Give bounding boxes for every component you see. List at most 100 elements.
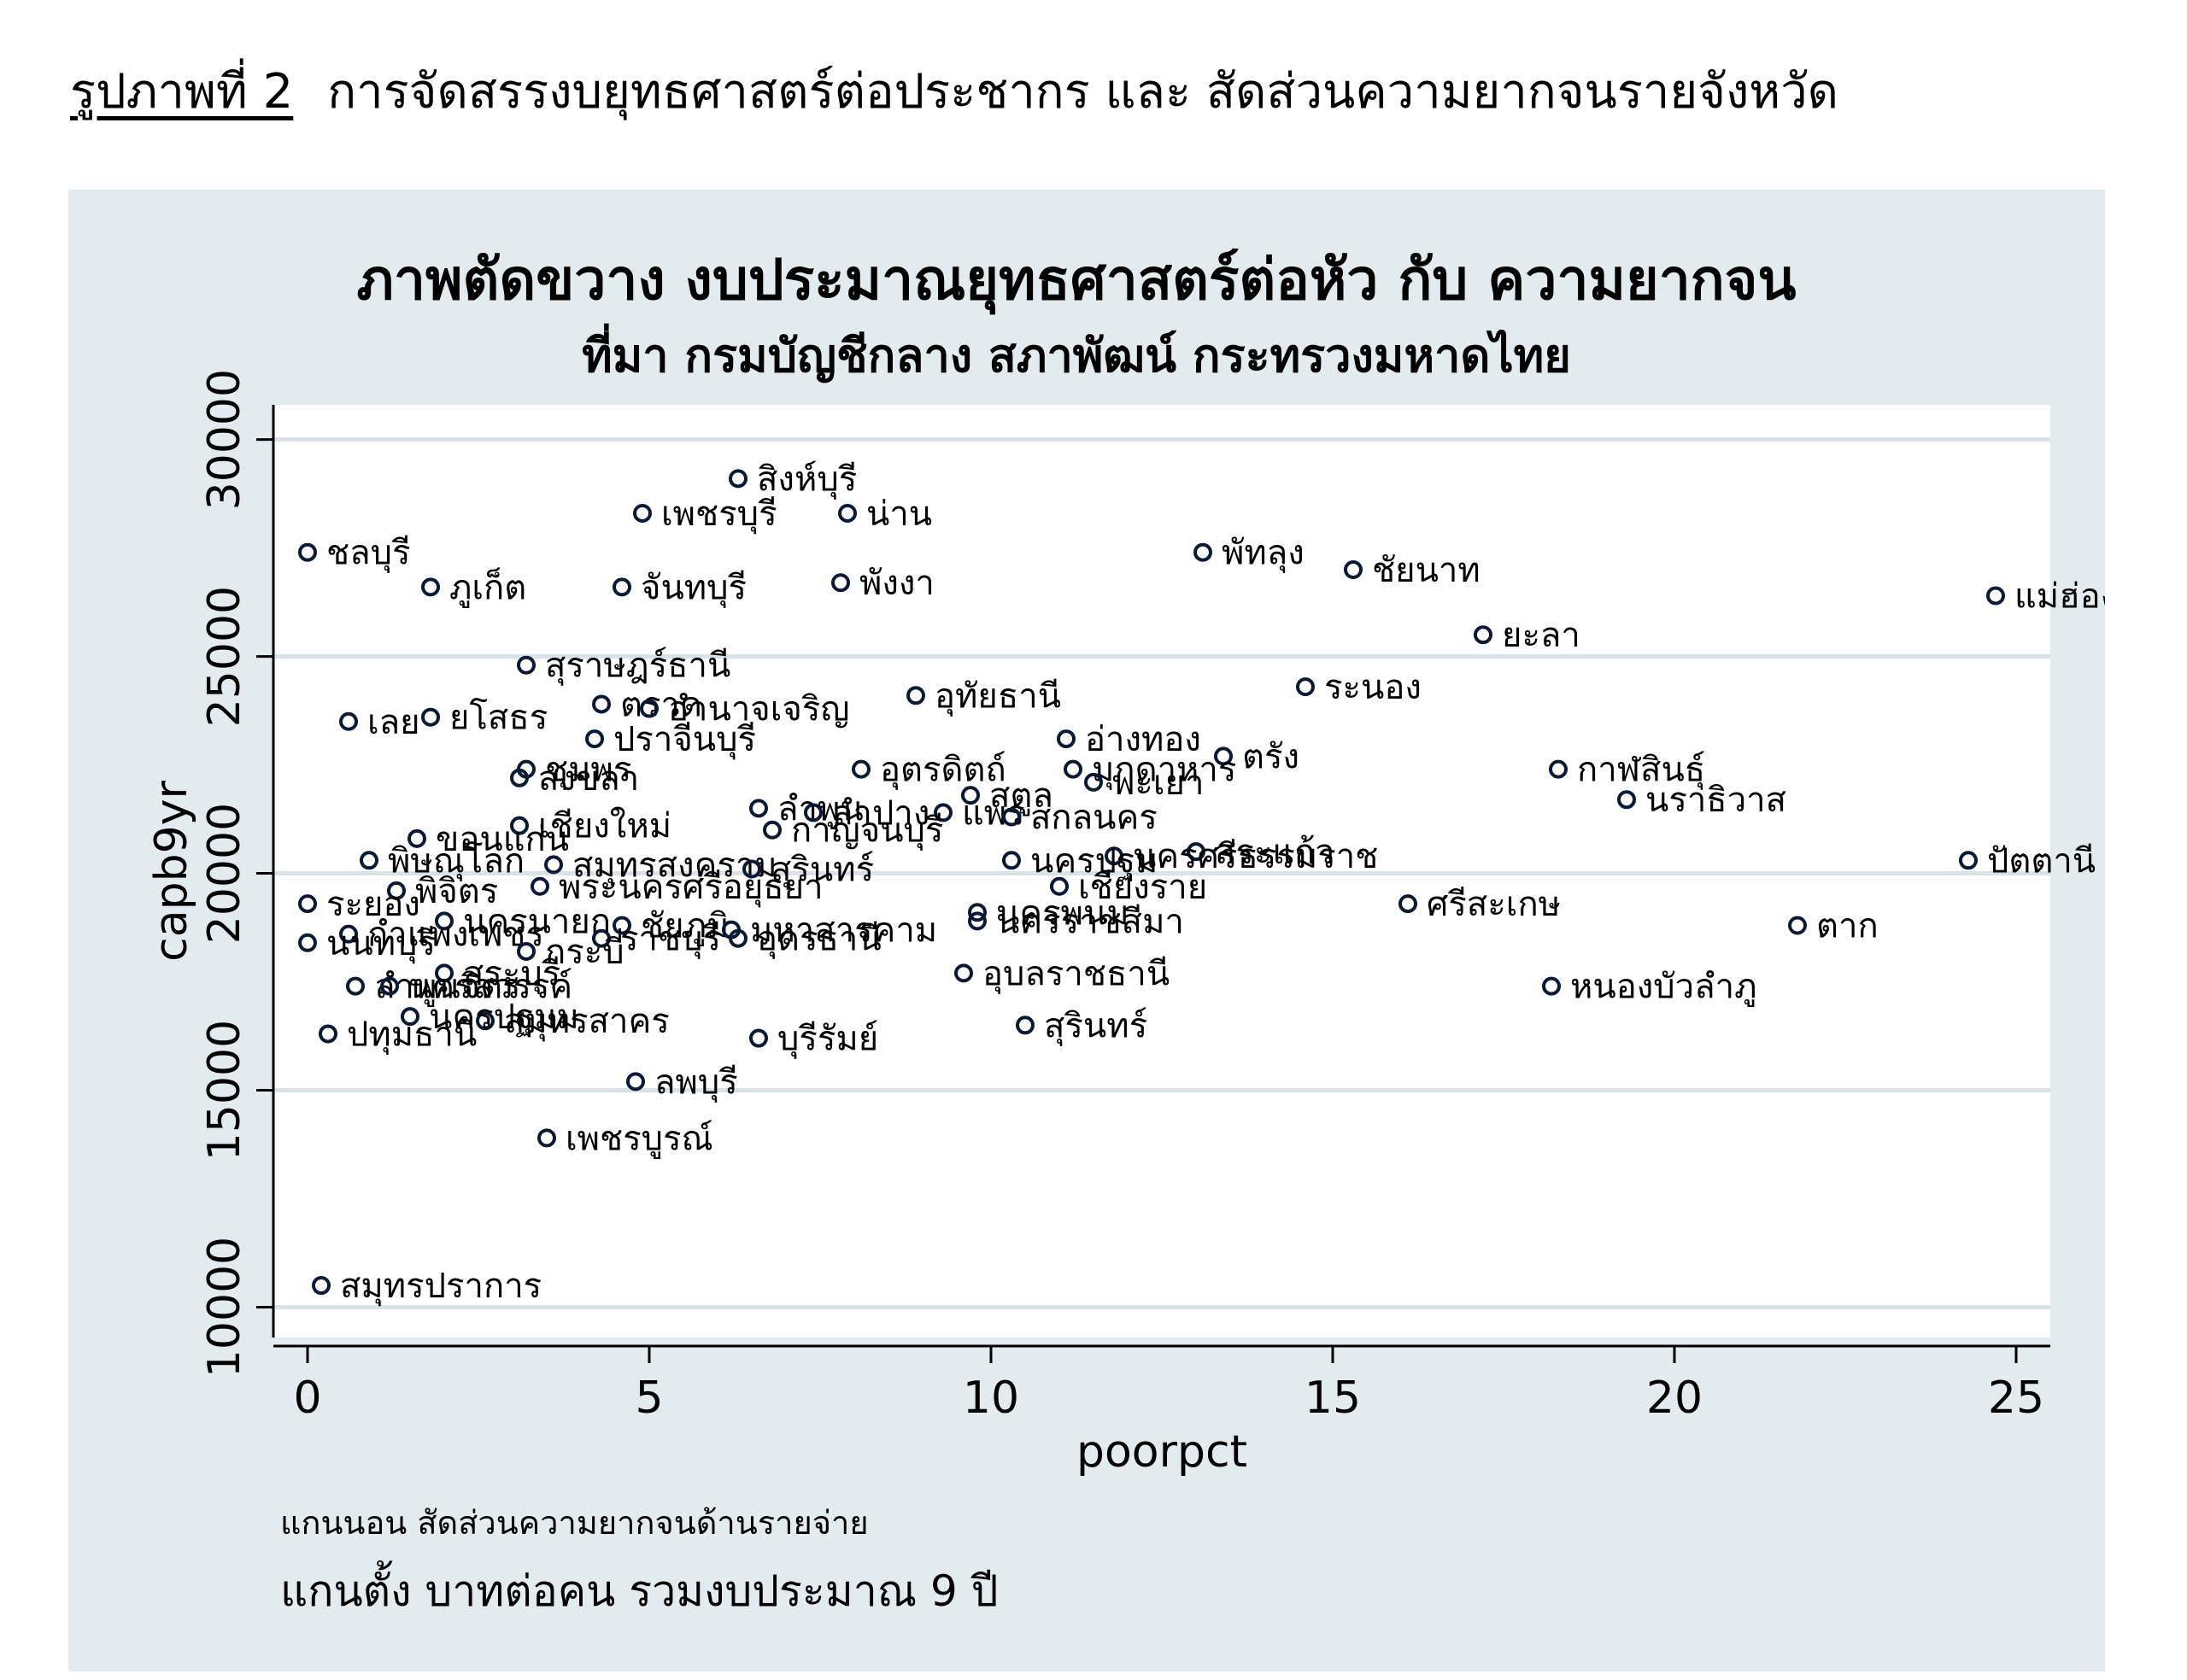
scatter-point — [1002, 807, 1021, 827]
point-label: หนองบัวลำภู — [1570, 968, 1756, 1007]
scatter-point — [298, 542, 317, 562]
scatter-point — [1214, 746, 1233, 766]
scatter-point — [1105, 846, 1123, 866]
scatter-point — [407, 828, 426, 848]
scatter-point — [961, 786, 980, 805]
point-label: ยโสธร — [449, 699, 548, 738]
point-label: มุกดาหาร — [1092, 751, 1236, 791]
scatter-point — [838, 503, 857, 523]
point-label: ตราด — [620, 685, 702, 724]
scatter-point — [544, 855, 563, 875]
scatter-point — [346, 976, 365, 996]
scatter-point — [749, 1028, 768, 1048]
point-label: สิงห์บุรี — [757, 460, 857, 500]
scatter-point — [831, 573, 850, 593]
scatter-point — [585, 729, 604, 749]
scatter-point — [1050, 876, 1069, 896]
point-label: อุดรธานี — [757, 920, 882, 960]
scatter-point — [968, 911, 987, 931]
y-axis-note: แกนตั้ง บาทต่อคน รวมงบประมาณ 9 ปี — [280, 1566, 999, 1616]
point-label: นราธิวาส — [1645, 781, 1786, 820]
grid-lines — [273, 437, 2050, 1309]
scatter-point — [1986, 586, 2005, 606]
point-label: ปัตตานี — [1987, 841, 2096, 881]
scatter-point — [476, 1011, 495, 1031]
scatter-point — [421, 577, 440, 597]
scatter-point — [339, 711, 358, 731]
point-label: นครปฐมม — [429, 998, 579, 1038]
x-tick-label: 20 — [1646, 1373, 1703, 1424]
scatter-point — [613, 916, 631, 935]
scatter-point — [510, 816, 529, 835]
scatter-point — [592, 694, 611, 714]
point-label: ระยอง — [326, 885, 420, 924]
y-tick-label: 20000 — [199, 803, 250, 944]
scatter-point — [298, 894, 317, 914]
scatter-point — [319, 1024, 337, 1044]
point-label: นครปฐม — [1030, 841, 1158, 881]
scatter-point — [531, 876, 549, 896]
scatter-point — [1016, 1016, 1035, 1035]
point-label: กาฬสินธุ์ — [1577, 751, 1705, 791]
point-label: สุราษฎร์ธานี — [545, 647, 730, 687]
scatter-point — [1057, 729, 1076, 749]
point-label: กาญจนบุรี — [791, 811, 943, 852]
plot-area — [273, 405, 2050, 1338]
point-label: ระนอง — [1324, 668, 1422, 707]
point-label: พัทลุง — [1222, 534, 1305, 574]
scatter-point — [1193, 542, 1212, 562]
scatter-point — [934, 803, 953, 822]
y-tick-label: 25000 — [199, 586, 250, 727]
point-label: อุตรดิตถ์ — [880, 751, 1006, 791]
point-label: มหาสารคาม — [750, 911, 937, 951]
scatter-point — [968, 903, 987, 922]
scatter-point — [729, 928, 748, 948]
point-label: ชลบุรี — [326, 534, 411, 574]
scatter-point — [1474, 625, 1492, 645]
scatter-point — [613, 577, 631, 597]
scatter-point — [537, 1128, 556, 1148]
scatter-point — [1084, 772, 1103, 792]
y-axis-label: capb9yr — [146, 781, 197, 962]
point-label: แพร่ — [962, 793, 1025, 833]
scatter-point — [633, 503, 652, 523]
point-label: กระบี่ — [545, 928, 624, 972]
scatter-point — [435, 963, 454, 983]
point-label: สมุทรสาคร — [504, 1002, 670, 1042]
graph-panel: ภาพตัดขวาง งบประมาณยุทธศาสตร์ต่อหัว กับ … — [68, 190, 2105, 1671]
point-label: น่าน — [866, 495, 932, 534]
point-label: อ่างทอง — [1085, 720, 1201, 759]
point-label: เลย — [367, 703, 420, 742]
point-label: ขอนแก่น — [436, 820, 569, 859]
scatter-point — [1542, 976, 1561, 996]
point-label: ลพบุรี — [654, 1062, 738, 1103]
x-axis-label: poorpct — [1076, 1426, 1247, 1478]
scatter-chart: ภาพตัดขวาง งบประมาณยุทธศาสตร์ต่อหัว กับ … — [146, 247, 2105, 1478]
scatter-point — [592, 928, 611, 948]
point-label: เชียงราย — [1078, 868, 1207, 907]
point-label: พังงา — [859, 564, 935, 603]
scatter-point — [387, 881, 406, 900]
scatter-point — [1344, 560, 1363, 580]
scatter-point — [421, 707, 440, 727]
figure-number: รูปภาพที่ 2 — [70, 64, 294, 120]
point-label: อำนาจเจริญ — [668, 690, 849, 729]
scatter-point — [1617, 790, 1636, 810]
scatter-point — [298, 933, 317, 952]
scatter-point — [1187, 842, 1205, 862]
chart-title: ภาพตัดขวาง งบประมาณยุทธศาสตร์ต่อหัว กับ … — [356, 247, 1796, 315]
scatter-point — [435, 911, 454, 931]
point-label: นครพนม — [996, 893, 1129, 933]
point-label: ราชบุรี — [620, 920, 721, 960]
point-label: เพชรบุรี — [661, 495, 777, 535]
point-label: จันทบุรี — [641, 568, 747, 608]
point-label: แม่ฮ่องสอน — [2014, 577, 2105, 616]
point-label: เพชรบูรณ์ — [566, 1119, 713, 1158]
scatter-point — [1064, 759, 1082, 779]
point-label: สุรินทร์ — [771, 850, 874, 890]
scatter-point — [1959, 851, 1978, 870]
y-tick-label: 30000 — [199, 369, 250, 510]
scatter-point — [1549, 759, 1568, 779]
scatter-point — [1788, 916, 1807, 935]
